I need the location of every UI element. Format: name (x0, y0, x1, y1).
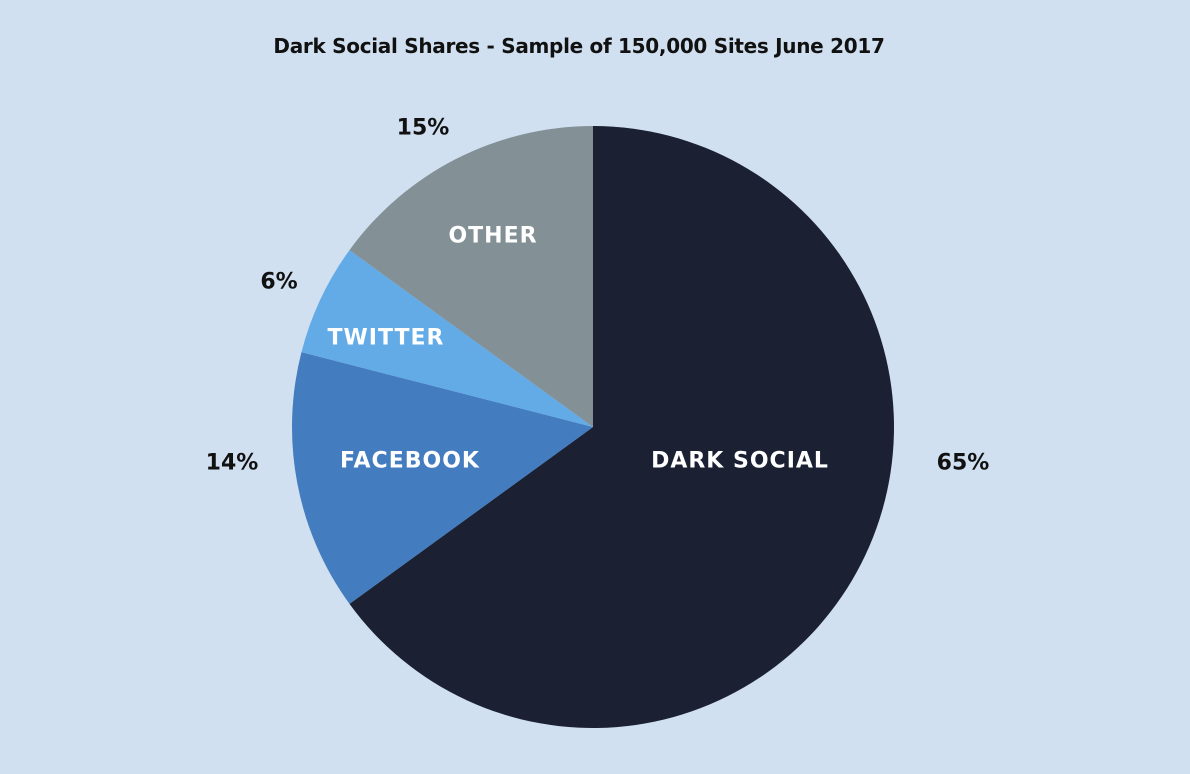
slice-label-twitter: TWITTER (327, 325, 445, 351)
pie-slice-twitter (301, 250, 593, 427)
slice-label-facebook: FACEBOOK (340, 448, 480, 474)
pct-label-other: 15% (396, 115, 450, 141)
chart-title: Dark Social Shares - Sample of 150,000 S… (273, 34, 885, 58)
pct-label-dark-social: 65% (936, 450, 990, 476)
pie-slice-facebook (291, 352, 593, 604)
slice-label-dark-social: DARK SOCIAL (651, 448, 829, 474)
pct-label-facebook: 14% (205, 450, 259, 476)
pct-label-twitter: 6% (260, 269, 298, 295)
pie-slice-other (349, 125, 593, 427)
slice-label-other: OTHER (448, 223, 538, 249)
pie-slice-dark-social (349, 126, 895, 728)
